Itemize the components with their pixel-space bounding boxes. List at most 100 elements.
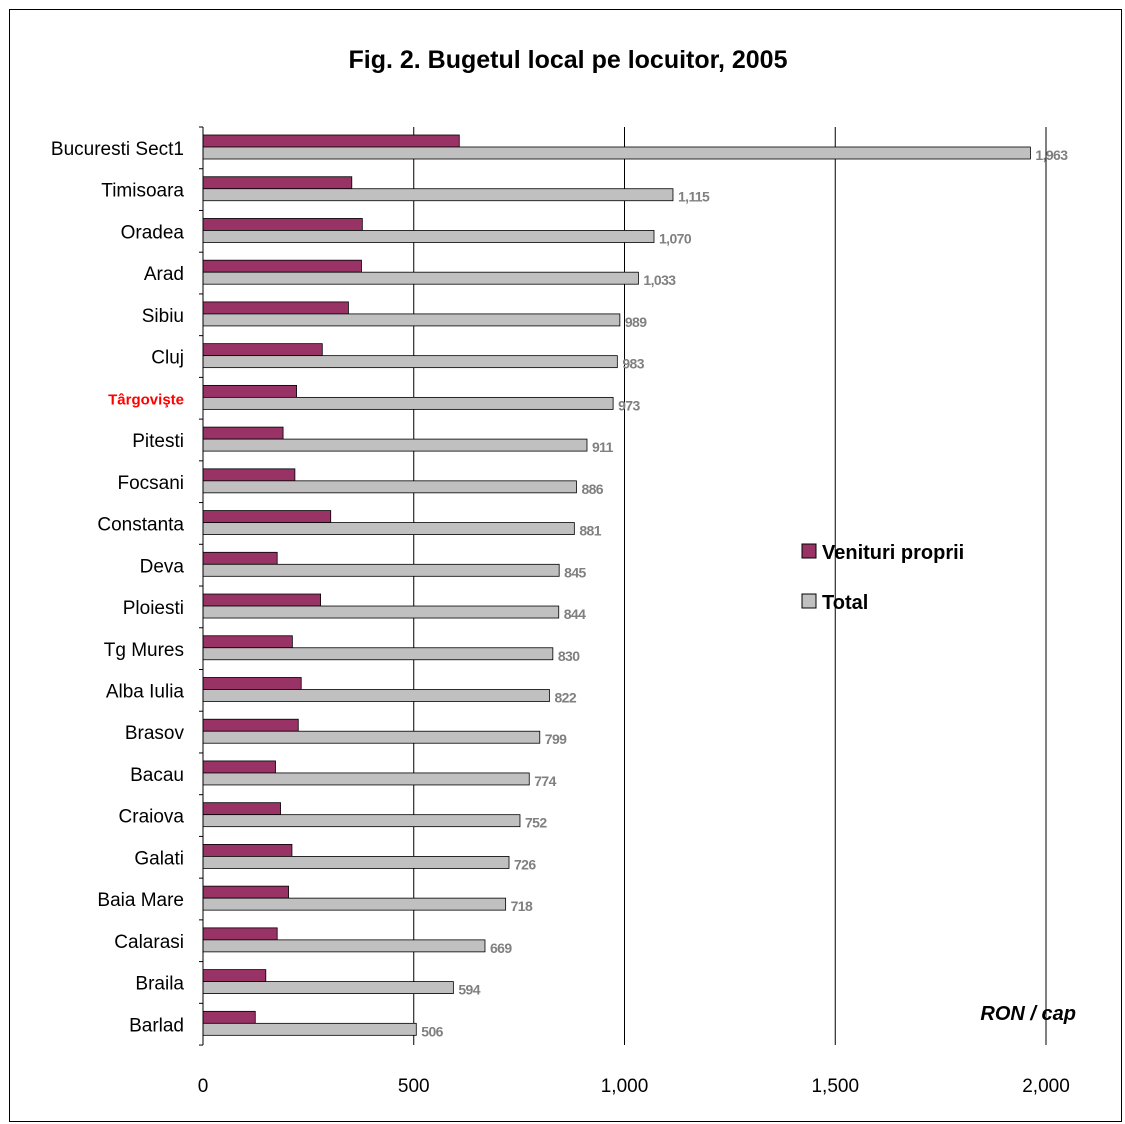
bar-venituri-oradea [203,218,362,230]
unit-label: RON / cap [980,1003,1076,1025]
bar-venituri-alba-iulia [203,677,301,689]
category-label-bacau: Bacau [130,765,184,786]
bar-venituri-tg-mures [203,636,292,648]
bar-total-arad [203,272,638,284]
bar-total-sibiu [203,314,620,326]
data-label-pitesti: 911 [592,439,614,455]
category-label-tg-mures: Tg Mures [104,640,184,661]
bar-total-targoviste [203,397,613,409]
category-label-alba-iulia: Alba Iulia [106,681,185,702]
bar-venituri-calarasi [203,928,277,940]
bar-venituri-barlad [203,1011,255,1023]
bar-venituri-ploiesti [203,594,321,606]
category-label-arad: Arad [144,264,184,285]
bar-total-pitesti [203,439,587,451]
legend-swatch-venituri [802,544,816,558]
category-label-constanta: Constanta [97,515,184,536]
bar-total-braila [203,982,453,994]
category-label-calarasi: Calarasi [114,932,184,953]
category-label-targoviste: Târgovişte [108,391,184,408]
bar-venituri-galati [203,844,292,856]
bar-venituri-targoviste [203,385,297,397]
data-label-baia-mare: 718 [511,898,533,914]
x-tick-label: 1,000 [601,1076,649,1097]
category-label-pitesti: Pitesti [132,431,184,452]
category-label-barlad: Barlad [129,1015,184,1036]
data-label-bucuresti-sect1: 1,963 [1035,147,1068,163]
bar-venituri-pitesti [203,427,283,439]
bar-total-cluj [203,356,617,368]
bar-total-tg-mures [203,648,553,660]
data-label-braila: 594 [458,982,480,998]
data-label-alba-iulia: 822 [554,689,576,705]
bar-venituri-constanta [203,511,331,523]
category-label-cluj: Cluj [151,348,184,369]
legend-label-total: Total [822,592,868,614]
data-label-calarasi: 669 [490,940,512,956]
bar-total-calarasi [203,940,485,952]
x-tick-label: 500 [398,1076,430,1097]
chart-title: Fig. 2. Bugetul local pe locuitor, 2005 [349,46,788,74]
bar-total-bacau [203,773,529,785]
bar-total-baia-mare [203,898,506,910]
bar-total-galati [203,856,509,868]
bars [203,135,1030,1035]
bar-total-alba-iulia [203,689,549,701]
data-label-tg-mures: 830 [558,648,580,664]
category-label-galati: Galati [134,848,184,869]
category-label-brasov: Brasov [125,723,185,744]
data-label-galati: 726 [514,856,536,872]
category-label-deva: Deva [140,556,185,577]
bar-venituri-bucuresti-sect1 [203,135,459,147]
data-label-oradea: 1,070 [659,230,692,246]
bar-venituri-focsani [203,469,295,481]
bar-venituri-braila [203,970,266,982]
bar-total-ploiesti [203,606,559,618]
category-label-sibiu: Sibiu [142,306,184,327]
x-tick-label: 0 [198,1076,209,1097]
data-label-arad: 1,033 [643,272,676,288]
bar-venituri-baia-mare [203,886,289,898]
bar-total-timisoara [203,189,673,201]
bar-total-oradea [203,230,654,242]
data-label-cluj: 983 [622,356,644,372]
category-label-oradea: Oradea [121,222,185,243]
data-label-constanta: 881 [579,523,601,539]
bar-total-deva [203,564,559,576]
data-label-bacau: 774 [534,773,556,789]
legend-label-venituri: Venituri proprii [822,542,964,564]
data-label-timisoara: 1,115 [678,189,710,205]
bar-venituri-timisoara [203,177,352,189]
data-label-ploiesti: 844 [564,606,586,622]
x-tick-label: 2,000 [1022,1076,1070,1097]
gridlines [414,127,1046,1045]
data-label-barlad: 506 [421,1023,443,1039]
data-label-sibiu: 989 [625,314,647,330]
category-label-bucuresti-sect1: Bucuresti Sect1 [51,139,184,160]
category-label-timisoara: Timisoara [101,181,184,202]
x-tick-label: 1,500 [811,1076,859,1097]
axes [199,127,203,1045]
category-label-craiova: Craiova [119,807,185,828]
data-label-deva: 845 [564,564,586,580]
bar-venituri-deva [203,552,277,564]
data-label-craiova: 752 [525,815,547,831]
category-label-focsani: Focsani [117,473,184,494]
bar-total-barlad [203,1023,416,1035]
data-label-brasov: 799 [545,731,567,747]
category-label-baia-mare: Baia Mare [97,890,184,911]
bar-total-brasov [203,731,540,743]
bar-total-craiova [203,815,520,827]
bar-venituri-cluj [203,344,322,356]
bar-venituri-brasov [203,719,298,731]
category-label-ploiesti: Ploiesti [123,598,184,619]
bar-total-focsani [203,481,576,493]
bar-total-constanta [203,523,574,535]
legend-swatch-total [802,594,816,608]
data-label-focsani: 886 [581,481,603,497]
bar-venituri-craiova [203,803,281,815]
legend: Venituri proprii Total [802,542,964,614]
data-label-targoviste: 973 [618,397,640,413]
bar-venituri-arad [203,260,361,272]
